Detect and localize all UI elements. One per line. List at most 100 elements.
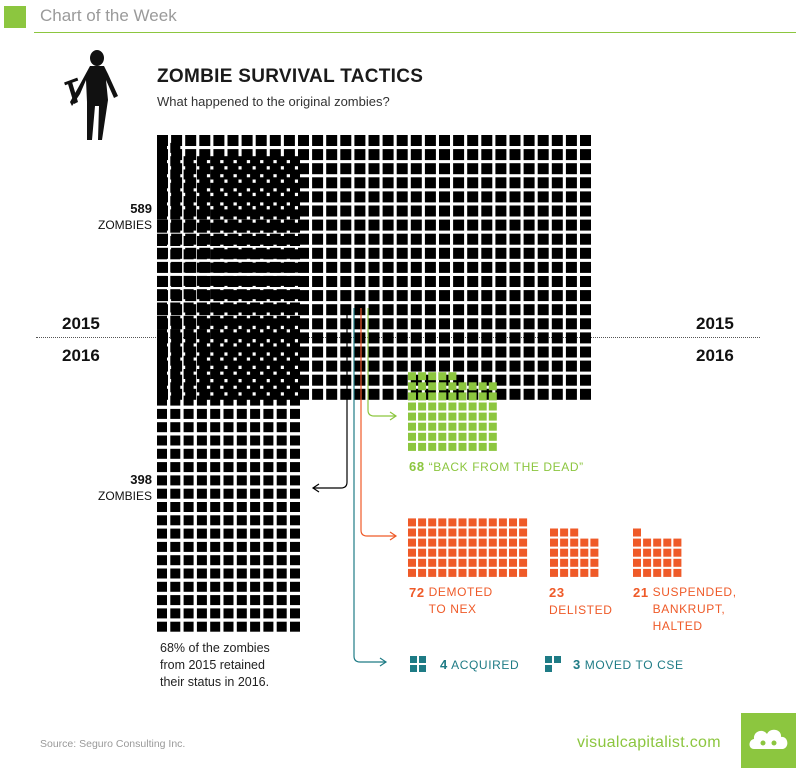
zombie-2016-square [196,475,207,486]
zombie-2016-square [183,528,194,539]
zombie-2016-square [236,395,247,406]
zombie-2015-square [580,219,591,231]
zombie-2016-square [157,262,167,273]
demoted-square [458,558,467,567]
zombie-2015-square [551,233,563,245]
zombie-2015-square [565,346,577,358]
zombie-2015-square [241,149,253,161]
zombie-2016-square [210,502,221,512]
zombie-2016-square [250,488,261,499]
zombie-2015-square [410,191,422,203]
zombie-2015-square [382,247,394,259]
zombie-2016-square [276,408,287,419]
back-from-dead-square [458,412,467,421]
zombie-2016-square [263,249,274,260]
zombie-2015-square [326,346,338,358]
zombie-2015-square [396,191,408,203]
zombie-2015-square [523,163,535,175]
back-from-dead-square [468,402,477,411]
zombie-2016-square [236,515,247,526]
zombie-2015-square [410,276,422,287]
zombie-2015-square [312,304,324,316]
back-from-dead-square [458,432,467,441]
zombie-2016-square [250,382,261,393]
zombie-2015-square [340,191,352,203]
zombie-2015-square [312,290,324,302]
zombie-2016-square [183,395,194,406]
zombie-2016-square [183,502,194,512]
zombie-2016-square [250,302,261,313]
category-value: 21 [633,585,649,600]
zombie-2015-square [424,304,436,316]
zombie-2016-square [276,568,287,579]
zombie-2015-square [269,261,281,273]
back-from-dead-square [468,412,477,421]
zombie-2015-square [580,374,591,386]
zombie-2016-square [250,448,261,459]
delisted-square [550,558,558,567]
demoted-square [418,558,427,567]
back-from-dead-square [418,392,427,401]
zombie-2016-square [210,355,221,366]
demoted-square [428,528,437,537]
zombie-2016-square [157,422,167,433]
zombie-2016-square [196,435,207,446]
zombie-2015-square [523,388,535,400]
demoted-square [478,548,487,557]
zombie-2016-square [223,249,234,260]
zombie-2015-square [495,219,507,231]
zombie-2015-square [298,205,309,217]
zombie-2015-square [537,304,549,316]
zombie-2016-square [196,329,207,340]
moved-cse-square [545,656,552,663]
zombie-2016-square [210,395,221,406]
zombie-2015-square [354,261,366,273]
zombie-2015-square [481,290,493,302]
zombie-2016-square [236,568,247,579]
zombie-2016-square [183,488,194,499]
flow-line-retained [313,308,348,489]
zombie-2016-square [157,581,167,592]
year-2016-right: 2016 [696,346,734,365]
demoted-square [519,518,528,527]
zombie-2016-square [290,196,300,207]
zombie-2015-square [269,177,281,189]
zombie-2016-square [183,581,194,592]
zombie-2016-square [170,595,181,606]
zombie-2016-square [290,462,300,473]
zombie-2015-square [424,290,436,302]
zombie-2016-square [236,302,247,313]
zombie-2016-square [183,608,194,619]
zombie-2015-square [354,191,366,203]
zombie-2016-square [236,581,247,592]
brand-link[interactable]: visualcapitalist.com [577,734,721,751]
zombie-2015-square [368,276,380,287]
zombie-2016-square [223,289,234,300]
category-label: ACQUIRED [451,658,520,672]
zombie-2015-square [523,205,535,217]
zombie-2015-square [481,332,493,344]
zombie-2016-square [157,342,167,353]
zombie-2016-square [157,475,167,486]
zombie-2015-square [382,177,394,189]
zombie-2016-square [263,395,274,406]
zombie-2016-square [210,408,221,419]
zombie-2015-square [439,177,450,189]
demoted-square [438,558,447,567]
zombie-2015-square [537,346,549,358]
zombie-2016-square [223,528,234,539]
zombie-2015-square [298,360,309,372]
zombie-2016-square [157,608,167,619]
suspended-square [643,548,652,557]
zombie-2016-square [223,555,234,566]
zombie-2016-square [263,262,274,273]
category-suspended: 21 SUSPENDED, BANKRUPT, HALTED [633,584,763,635]
zombie-2015-square [453,163,465,175]
acquired-square [410,656,417,663]
zombie-2016-square [290,528,300,539]
zombie-2016-square [250,262,261,273]
suspended-square [673,548,682,557]
demoted-square [488,548,497,557]
zombie-2016-square [157,435,167,446]
back-from-dead-square [428,382,437,391]
